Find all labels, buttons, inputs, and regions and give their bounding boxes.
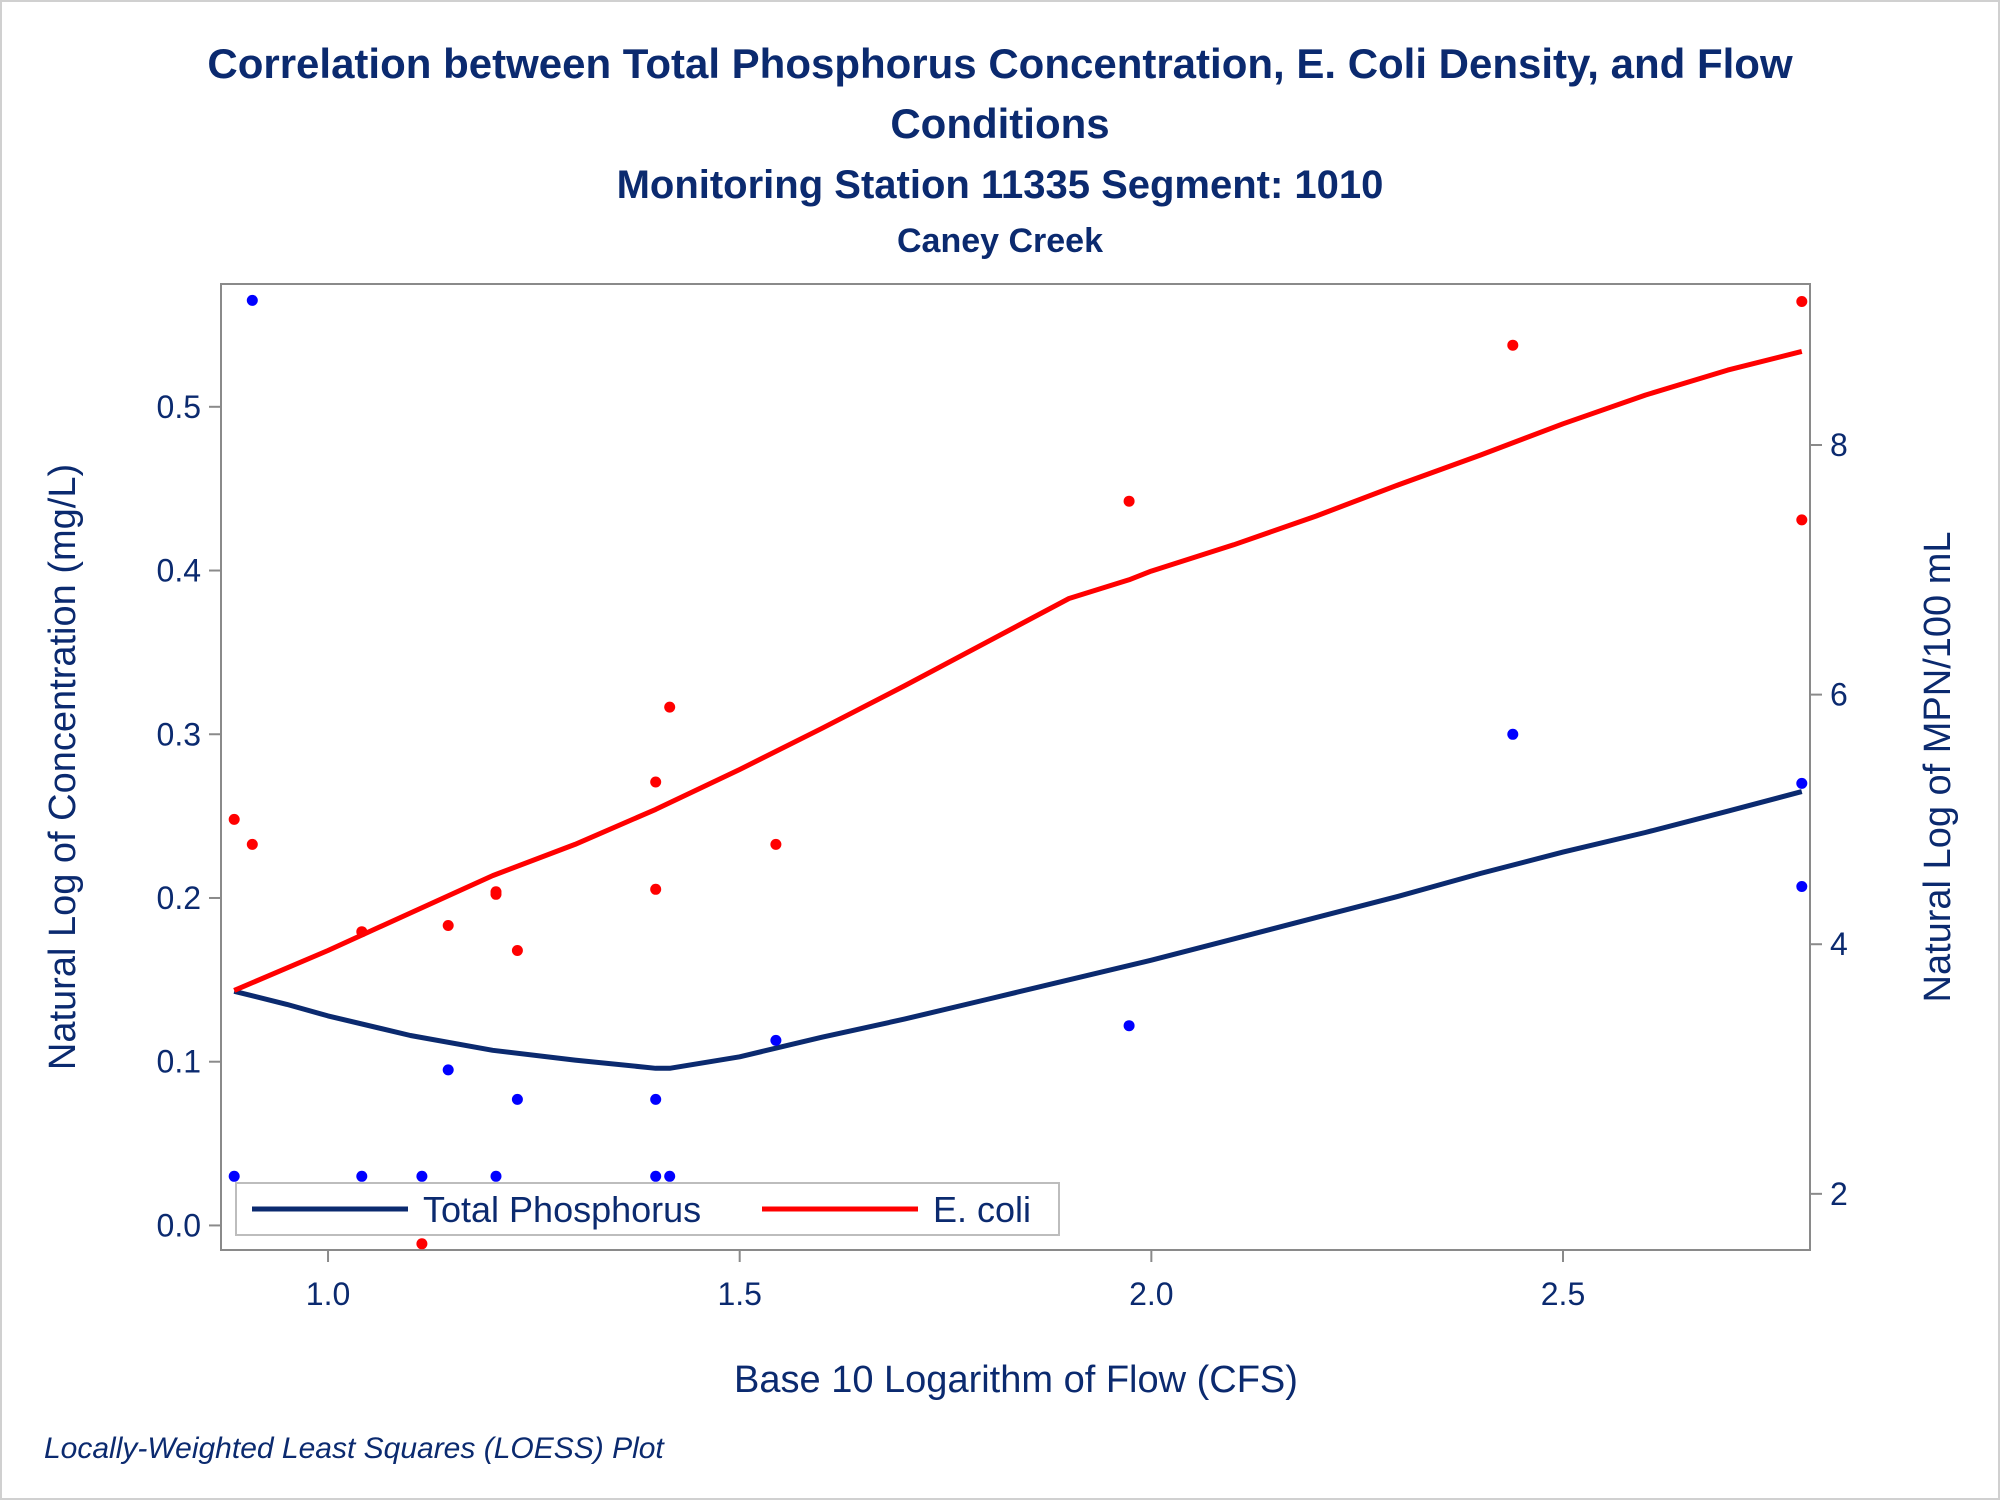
data-point-e-coli [416, 1238, 428, 1250]
left-y-axis: 0.0 0.1 0.2 0.3 0.4 0.5 [157, 389, 221, 1243]
chart-subtitle-2: Caney Creek [897, 222, 1103, 260]
data-point-total-phosphorus [442, 1064, 454, 1076]
left-y-axis-label: Natural Log of Concentration (mg/L) [42, 464, 84, 1070]
data-point-total-phosphorus [770, 1034, 782, 1046]
right-y-axis: 2 4 6 8 [1810, 427, 1848, 1212]
data-point-total-phosphorus [650, 1093, 662, 1105]
x-axis: 1.0 1.5 2.0 2.5 [306, 1250, 1585, 1312]
data-point-total-phosphorus [1796, 881, 1808, 892]
data-point-total-phosphorus [664, 1170, 676, 1182]
loess-line-total-phosphorus [233, 789, 1803, 1071]
data-point-total-phosphorus [356, 1170, 368, 1182]
chart-title-line2: Conditions [890, 100, 1109, 147]
right-y-tick-label: 6 [1830, 677, 1848, 713]
chart-title-line1: Correlation between Total Phosphorus Con… [207, 40, 1793, 87]
left-y-tick-label: 0.5 [157, 389, 201, 425]
right-y-tick-label: 4 [1830, 926, 1848, 962]
data-point-total-phosphorus [246, 294, 258, 306]
footnote: Locally-Weighted Least Squares (LOESS) P… [44, 1432, 665, 1465]
data-point-e-coli [1796, 514, 1808, 526]
right-y-axis-label: Natural Log of MPN/100 mL [1917, 531, 1959, 1002]
legend: Total Phosphorus E. coli [235, 1182, 1060, 1236]
x-tick-label: 1.0 [306, 1276, 350, 1312]
x-tick-label: 1.5 [717, 1276, 761, 1312]
loess-line-e-coli [233, 348, 1803, 993]
data-point-e-coli [442, 920, 454, 931]
data-point-total-phosphorus [1796, 777, 1808, 789]
data-point-e-coli [356, 926, 368, 938]
data-point-e-coli [511, 945, 523, 956]
data-point-e-coli [650, 776, 662, 788]
x-axis-label: Base 10 Logarithm of Flow (CFS) [734, 1359, 1298, 1401]
data-point-total-phosphorus [1507, 728, 1519, 740]
data-point-e-coli [1123, 495, 1135, 507]
right-y-tick-label: 8 [1830, 427, 1848, 463]
left-y-tick-label: 0.3 [157, 716, 201, 752]
legend-label-e-coli: E. coli [933, 1189, 1031, 1230]
left-y-tick-label: 0.0 [157, 1207, 201, 1243]
data-point-e-coli [490, 886, 502, 898]
data-point-e-coli [246, 838, 258, 850]
plot-area [220, 283, 1811, 1251]
data-point-e-coli [664, 701, 676, 713]
left-y-tick-label: 0.4 [157, 553, 201, 589]
legend-label-total-phosphorus: Total Phosphorus [423, 1189, 701, 1230]
data-point-e-coli [1507, 339, 1519, 351]
series-layer [228, 294, 1808, 1250]
data-point-e-coli [770, 838, 782, 850]
right-y-tick-label: 2 [1830, 1176, 1848, 1212]
data-point-e-coli [650, 883, 662, 895]
left-y-tick-label: 0.1 [157, 1044, 201, 1080]
data-point-total-phosphorus [650, 1170, 662, 1182]
data-point-total-phosphorus [416, 1170, 428, 1182]
data-point-total-phosphorus [511, 1093, 523, 1105]
x-tick-label: 2.0 [1129, 1276, 1173, 1312]
data-point-total-phosphorus [228, 1170, 240, 1182]
data-point-e-coli [1796, 296, 1808, 307]
chart-subtitle: Monitoring Station 11335 Segment: 1010 [617, 163, 1384, 207]
x-tick-label: 2.5 [1541, 1276, 1585, 1312]
data-point-e-coli [228, 813, 240, 825]
data-point-total-phosphorus [490, 1170, 502, 1182]
data-point-total-phosphorus [1123, 1020, 1135, 1032]
left-y-tick-label: 0.2 [157, 880, 201, 916]
